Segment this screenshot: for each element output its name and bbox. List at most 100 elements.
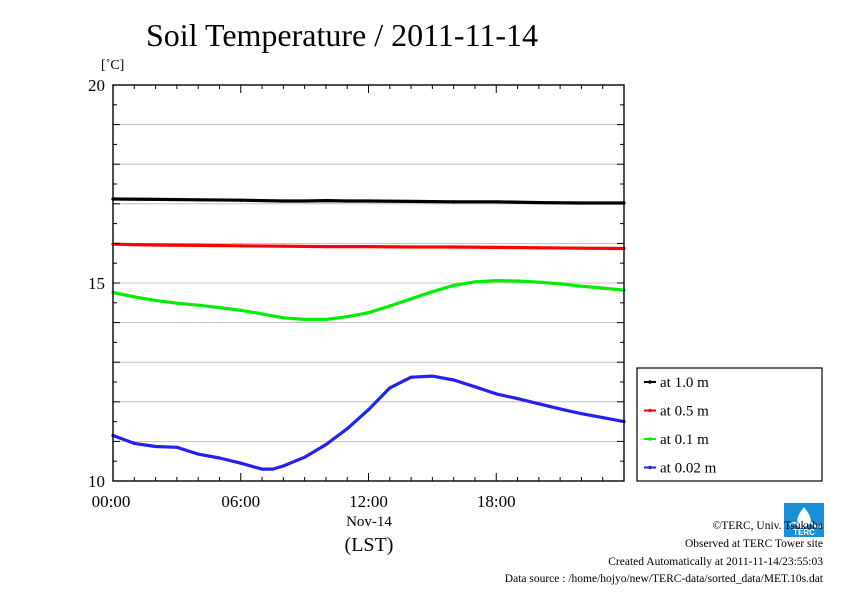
data-point — [452, 378, 456, 382]
data-point — [537, 201, 541, 205]
data-point — [515, 397, 520, 401]
legend: at 1.0 m at 0.5 m at 0.1 m at 0.02 m — [636, 367, 823, 482]
x-tick-label: 00:00 — [92, 492, 131, 511]
legend-label: at 0.1 m — [660, 432, 709, 448]
data-point — [281, 244, 285, 248]
legend-marker — [648, 437, 652, 441]
data-point — [473, 280, 477, 284]
data-point — [260, 467, 264, 471]
terc-logo-icon: TERC — [784, 503, 824, 537]
data-point — [196, 452, 200, 456]
legend-marker — [648, 465, 652, 470]
data-point — [303, 199, 307, 203]
data-point — [271, 467, 275, 471]
data-point — [601, 416, 605, 420]
chart-title: Soil Temperature / 2011-11-14 — [146, 17, 538, 53]
legend-label: at 0.5 m — [660, 404, 709, 420]
data-point — [537, 280, 541, 284]
data-point — [196, 303, 200, 307]
data-point — [409, 375, 413, 379]
data-point — [473, 385, 477, 389]
series-layer — [111, 197, 626, 471]
data-point — [388, 304, 392, 308]
data-point — [409, 245, 413, 249]
axis-ticks — [112, 84, 625, 482]
data-point — [324, 244, 328, 249]
x-axis-label: (LST) — [345, 534, 394, 556]
data-point — [430, 374, 434, 378]
y-tick-labels: 10 15 20 — [88, 76, 105, 491]
data-point — [175, 445, 179, 449]
data-point — [153, 197, 158, 202]
data-point — [579, 284, 584, 288]
data-point — [239, 461, 243, 465]
y-tick-label: 20 — [88, 76, 105, 95]
legend-marker — [648, 408, 652, 413]
terc-logo: TERC — [784, 503, 824, 537]
x-tick-label: 12:00 — [349, 492, 388, 511]
data-point — [366, 408, 371, 412]
logo-text: TERC — [793, 528, 815, 537]
data-point — [132, 295, 136, 299]
y-tick-label: 15 — [88, 274, 105, 293]
data-point — [537, 246, 541, 250]
data-point — [366, 311, 371, 315]
data-point — [430, 290, 434, 294]
date-label: Nov-14 — [346, 514, 392, 530]
data-point — [515, 279, 520, 283]
created-text: Created Automatically at 2011-11-14/23:5… — [608, 556, 823, 568]
legend-label: at 1.0 m — [660, 375, 709, 391]
data-point — [409, 297, 413, 301]
x-tick-labels: 00:00 06:00 12:00 18:00 — [92, 492, 516, 511]
data-point — [196, 243, 200, 247]
data-point — [153, 444, 158, 449]
data-point — [494, 200, 498, 204]
legend-marker — [648, 380, 652, 384]
data-point — [281, 316, 285, 320]
x-tick-label: 06:00 — [221, 492, 260, 511]
data-point — [217, 305, 222, 310]
grid-lines — [113, 124, 624, 442]
site-text: Observed at TERC Tower site — [684, 538, 823, 550]
data-point — [409, 199, 413, 204]
copyright-text: ©TERC, Univ. Tsukuba — [712, 520, 823, 532]
source-text: Data source : /home/hojyo/new/TERC-data/… — [504, 573, 823, 585]
y-axis-label: [˚C] — [101, 58, 124, 73]
data-point — [324, 199, 328, 203]
data-point — [366, 244, 371, 249]
data-point — [217, 456, 222, 460]
data-point — [494, 279, 498, 283]
data-point — [558, 282, 562, 286]
data-point — [239, 308, 243, 312]
data-point — [132, 441, 136, 445]
data-point — [388, 386, 392, 390]
data-point — [579, 201, 584, 205]
data-point — [239, 244, 243, 248]
data-point — [260, 312, 264, 316]
data-point — [579, 412, 584, 416]
data-point — [281, 464, 285, 468]
data-point — [196, 198, 200, 202]
data-point — [281, 199, 285, 203]
data-point — [452, 245, 456, 249]
series-line — [111, 374, 626, 471]
data-point — [324, 442, 328, 447]
data-point — [558, 407, 562, 411]
data-point — [537, 402, 541, 406]
legend-box — [636, 367, 823, 482]
data-point — [239, 198, 243, 202]
legend-label: at 0.02 m — [660, 461, 717, 477]
data-point — [579, 246, 584, 250]
data-point — [345, 427, 349, 431]
data-point — [324, 317, 328, 322]
data-point — [153, 298, 158, 303]
y-tick-label: 10 — [88, 472, 105, 491]
data-point — [345, 199, 349, 203]
data-point — [366, 199, 371, 203]
data-point — [452, 283, 456, 287]
data-point — [452, 200, 456, 204]
data-point — [494, 245, 498, 249]
data-point — [494, 392, 498, 396]
data-point — [303, 317, 307, 322]
data-point — [345, 315, 349, 319]
